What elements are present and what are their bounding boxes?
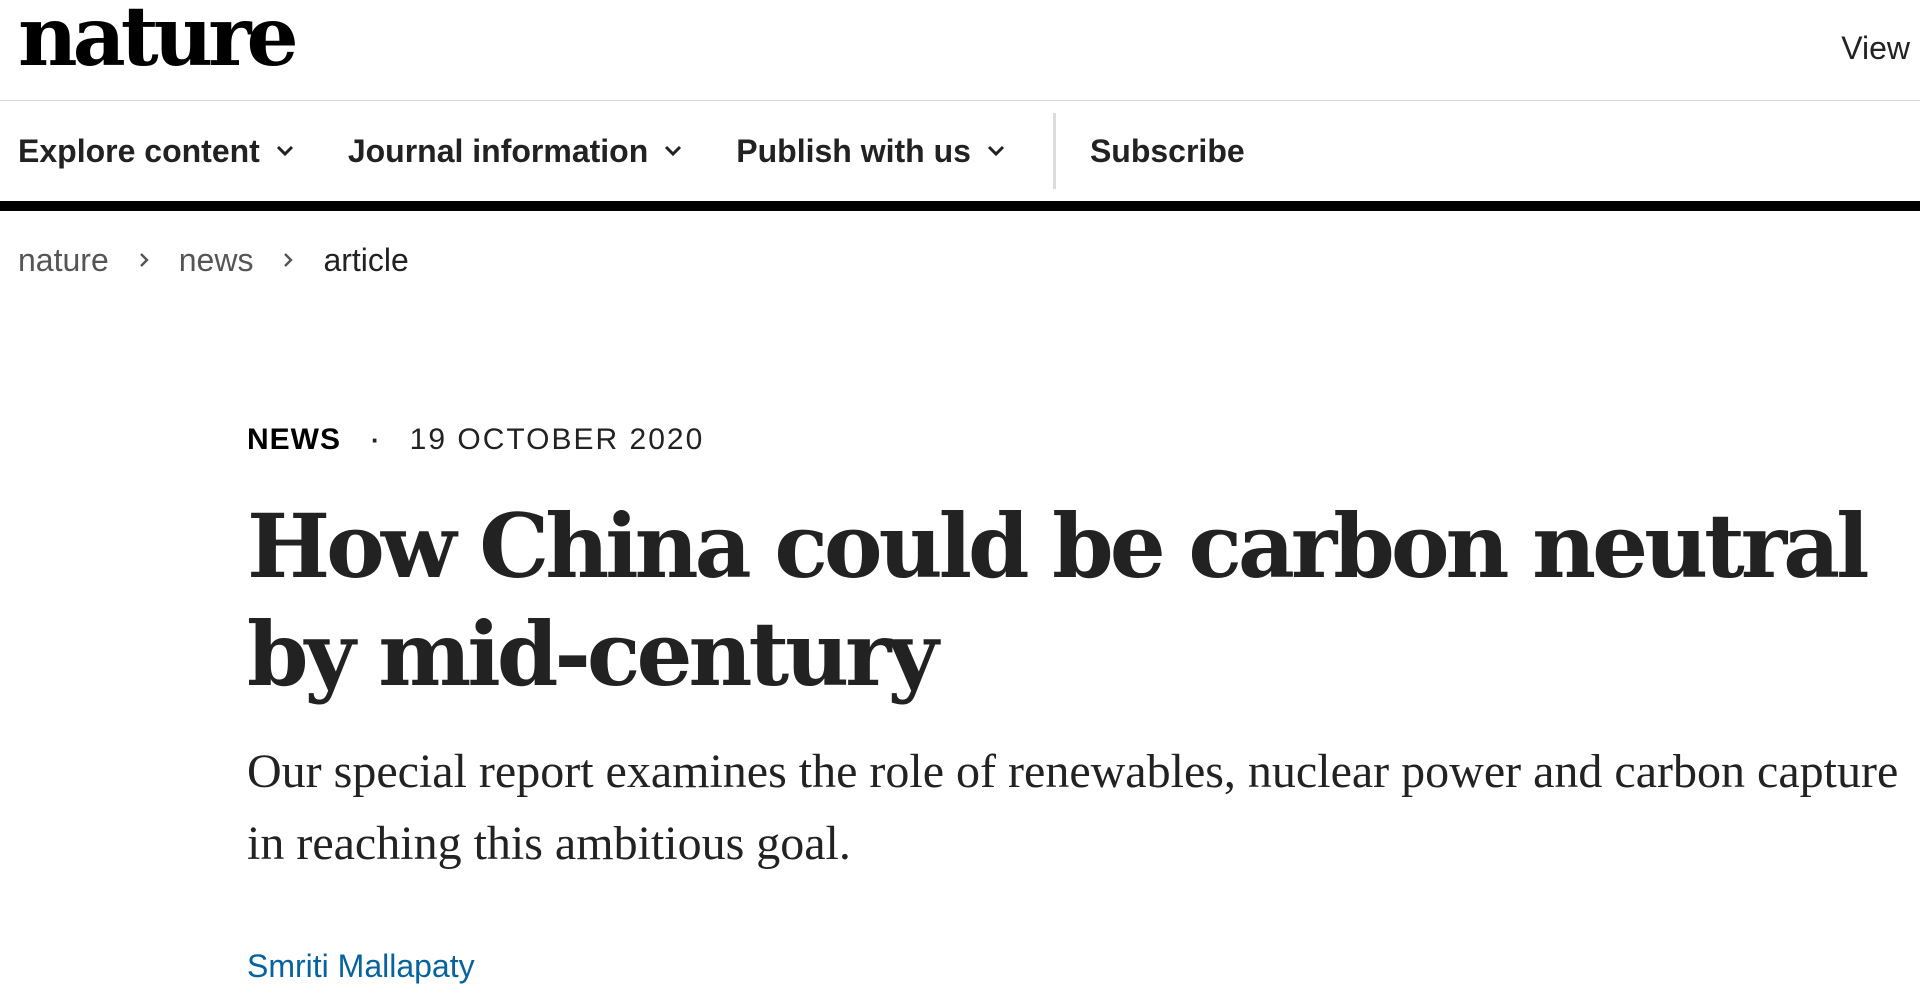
breadcrumb-item-article: article — [323, 241, 409, 278]
article-standfirst: Our special report examines the role of … — [247, 745, 1899, 870]
chevron-down-icon — [662, 140, 684, 162]
site-header: nature View — [0, 0, 1920, 101]
nav-explore-content[interactable]: Explore content — [18, 133, 296, 170]
article-title: How China could be carbon neutral by mid… — [247, 494, 1870, 706]
breadcrumb: nature news article — [0, 211, 1920, 291]
nav-journal-information[interactable]: Journal information — [348, 133, 684, 170]
author-link[interactable]: Smriti Mallapaty — [247, 948, 475, 984]
chevron-down-icon — [274, 140, 296, 162]
chevron-down-icon — [985, 140, 1007, 162]
nav-publish-with-us-label: Publish with us — [736, 132, 971, 169]
nature-logo[interactable]: nature — [18, 0, 299, 85]
chevron-right-icon — [279, 251, 297, 269]
article-meta: NEWS · 19 OCTOBER 2020 — [247, 418, 1907, 462]
article-date: 19 OCTOBER 2020 — [409, 423, 705, 456]
nav-publish-with-us[interactable]: Publish with us — [736, 133, 1007, 170]
breadcrumb-item-nature[interactable]: nature — [18, 241, 109, 278]
nav-subscribe[interactable]: Subscribe — [1089, 132, 1245, 169]
main-nav: Explore content Journal information Publ… — [0, 101, 1920, 211]
meta-separator: · — [371, 424, 380, 455]
view-link[interactable]: View — [1841, 30, 1910, 66]
nav-explore-content-label: Explore content — [18, 132, 260, 169]
article-type: NEWS — [247, 423, 341, 456]
breadcrumb-item-news[interactable]: news — [178, 241, 254, 278]
nav-journal-information-label: Journal information — [347, 132, 649, 169]
chevron-right-icon — [135, 251, 153, 269]
nav-divider — [1052, 113, 1056, 189]
article-header: NEWS · 19 OCTOBER 2020 How China could b… — [247, 418, 1907, 985]
